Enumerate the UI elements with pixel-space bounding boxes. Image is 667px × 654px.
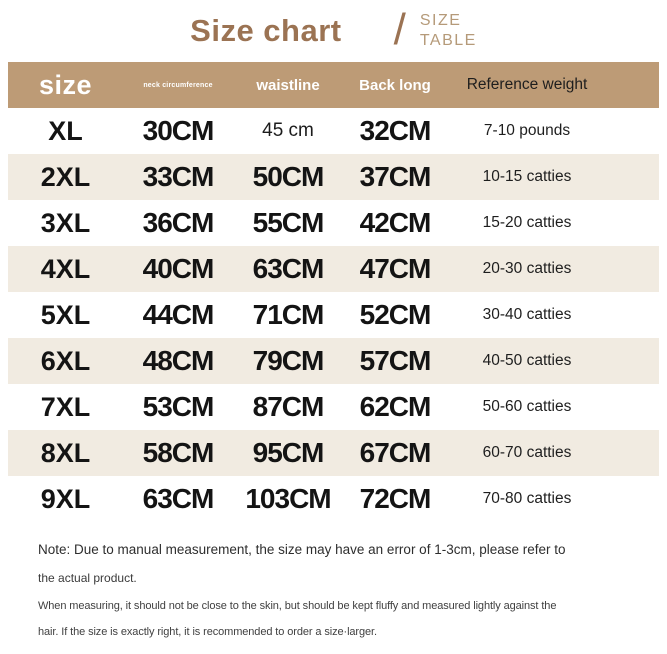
note-line-3: When measuring, it should not be close t… (38, 600, 557, 612)
waist-cell: 63CM (252, 253, 325, 284)
table-row: 4XL 40CM 63CM 47CM 20-30 catties (8, 246, 659, 292)
size-cell: 9XL (40, 483, 91, 514)
size-cell: 3XL (40, 207, 91, 238)
waist-cell: 55CM (252, 207, 325, 238)
col-header-neck-circumference: neck circumference (143, 81, 213, 89)
size-cell: 8XL (40, 437, 91, 468)
weight-cell: 20-30 catties (482, 260, 572, 277)
waist-cell: 71CM (252, 299, 325, 330)
size-cell: XL (48, 115, 83, 146)
weight-cell: 60-70 catties (482, 444, 572, 461)
table-row: XL 30CM 45 cm 32CM 7-10 pounds (8, 108, 659, 154)
weight-cell: 7-10 pounds (483, 122, 571, 139)
size-cell: 4XL (40, 253, 91, 284)
neck-cell: 48CM (142, 345, 215, 376)
note-line-1: Note: Due to manual measurement, the siz… (38, 542, 566, 557)
subtitle-line-1: SIZE (419, 12, 462, 29)
neck-cell: 53CM (142, 391, 215, 422)
slash-divider-icon: / (393, 5, 406, 54)
note-line-2: the actual product. (38, 571, 137, 585)
back-cell: 47CM (359, 253, 432, 284)
back-cell: 42CM (359, 207, 432, 238)
waist-cell: 45 cm (262, 120, 314, 141)
weight-cell: 40-50 catties (482, 352, 572, 369)
table-row: 3XL 36CM 55CM 42CM 15-20 catties (8, 200, 659, 246)
weight-cell: 30-40 catties (482, 306, 572, 323)
col-header-reference-weight: Reference weight (466, 76, 588, 93)
weight-cell: 50-60 catties (482, 398, 572, 415)
col-header-waistline: waistline (256, 76, 320, 94)
waist-cell: 95CM (252, 437, 325, 468)
notes-section: Note: Due to manual measurement, the siz… (38, 542, 627, 638)
table-header-row: size neck circumference waistline Back l… (8, 62, 659, 108)
table-row: 5XL 44CM 71CM 52CM 30-40 catties (8, 292, 659, 338)
col-header-back-long: Back long (359, 76, 431, 94)
back-cell: 72CM (359, 483, 432, 514)
neck-cell: 40CM (142, 253, 215, 284)
neck-cell: 33CM (142, 161, 215, 192)
neck-cell: 63CM (142, 483, 215, 514)
neck-cell: 44CM (142, 299, 215, 330)
neck-cell: 58CM (142, 437, 215, 468)
size-table: size neck circumference waistline Back l… (8, 62, 659, 522)
back-cell: 67CM (359, 437, 432, 468)
subtitle-line-2: TABLE (419, 32, 477, 49)
waist-cell: 79CM (252, 345, 325, 376)
weight-cell: 15-20 catties (482, 214, 572, 231)
size-cell: 5XL (40, 299, 91, 330)
size-cell: 6XL (40, 345, 91, 376)
table-row: 6XL 48CM 79CM 57CM 40-50 catties (8, 338, 659, 384)
size-cell: 2XL (40, 161, 91, 192)
back-cell: 32CM (359, 115, 432, 146)
waist-cell: 50CM (252, 161, 325, 192)
table-row: 7XL 53CM 87CM 62CM 50-60 catties (8, 384, 659, 430)
neck-cell: 30CM (142, 115, 215, 146)
back-cell: 57CM (359, 345, 432, 376)
page-subtitle: SIZE TABLE (420, 11, 477, 51)
table-row: 8XL 58CM 95CM 67CM 60-70 catties (8, 430, 659, 476)
back-cell: 52CM (359, 299, 432, 330)
weight-cell: 70-80 catties (482, 490, 572, 507)
weight-cell: 10-15 catties (482, 168, 572, 185)
title-bar: Size chart / SIZE TABLE (0, 0, 667, 62)
table-row: 9XL 63CM 103CM 72CM 70-80 catties (8, 476, 659, 522)
waist-cell: 87CM (252, 391, 325, 422)
size-cell: 7XL (40, 391, 91, 422)
table-row: 2XL 33CM 50CM 37CM 10-15 catties (8, 154, 659, 200)
neck-cell: 36CM (142, 207, 215, 238)
back-cell: 62CM (359, 391, 432, 422)
waist-cell: 103CM (245, 483, 331, 514)
col-header-size: size (38, 69, 93, 100)
page-title: Size chart (190, 13, 342, 48)
note-line-4: hair. If the size is exactly right, it i… (38, 626, 377, 638)
back-cell: 37CM (359, 161, 432, 192)
